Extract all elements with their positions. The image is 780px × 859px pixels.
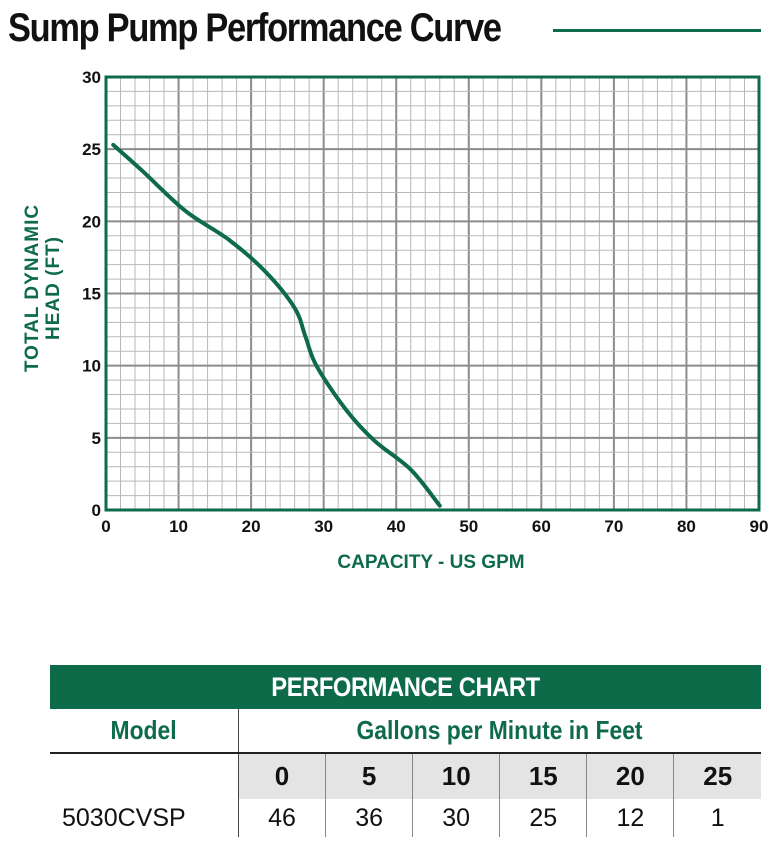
x-tick-label: 10 (169, 517, 188, 536)
title-rule (553, 29, 761, 32)
performance-curve-line (111, 142, 442, 508)
head-value-cell: 20 (586, 753, 675, 799)
gpm-value-cell: 1 (710, 803, 725, 832)
x-tick-label: 20 (242, 517, 261, 536)
x-tick-label: 50 (459, 517, 478, 536)
x-tick-label: 30 (314, 517, 333, 536)
head-value-cell: 25 (673, 753, 761, 799)
chart-grid (105, 76, 760, 511)
y-tick-label: 20 (82, 212, 101, 231)
y-tick-label: 30 (82, 68, 101, 87)
x-tick-label: 80 (677, 517, 696, 536)
model-header: Model (50, 709, 239, 754)
page-title: Sump Pump Performance Curve (8, 6, 502, 50)
y-tick-label: 15 (82, 285, 101, 304)
y-tick-label: 10 (82, 357, 101, 376)
plot-frame (104, 75, 761, 512)
y-tick-label: 5 (92, 429, 101, 448)
table-row: 5030CVSP 46 36 30 25 12 1 (50, 799, 761, 837)
head-value-cell: 15 (499, 753, 588, 799)
gpm-value-cell: 30 (412, 799, 501, 837)
x-tick-label: 90 (750, 517, 769, 536)
head-value-cell: 0 (238, 753, 327, 799)
gpm-header: Gallons per Minute in Feet (238, 709, 761, 754)
curve-layer (111, 142, 442, 508)
x-tick-label: 70 (604, 517, 623, 536)
blank-cell (50, 753, 239, 799)
performance-table: PERFORMANCE CHART Model Gallons per Minu… (50, 665, 761, 837)
head-value-cell: 10 (412, 753, 501, 799)
x-tick-label: 60 (532, 517, 551, 536)
gpm-value-cell: 36 (325, 799, 414, 837)
head-value-cell: 5 (325, 753, 414, 799)
gpm-value-cell: 12 (586, 799, 675, 837)
model-cell: 5030CVSP (50, 799, 239, 837)
x-tick-label: 40 (387, 517, 406, 536)
x-tick-label: 0 (101, 517, 110, 536)
y-tick-label: 25 (82, 140, 101, 159)
y-axis-label-line1: TOTAL DYNAMIC (22, 204, 43, 372)
table-heading: PERFORMANCE CHART (50, 665, 761, 709)
tick-labels: 0 10 20 30 40 50 60 70 80 90 0 5 10 15 20 25 30 (82, 68, 768, 536)
gpm-value-cell: 46 (238, 799, 327, 837)
y-tick-label: 0 (92, 501, 101, 520)
gpm-value-cell: 25 (499, 799, 588, 837)
x-axis-label: CAPACITY - US GPM (337, 552, 524, 573)
y-axis-label-line2: HEAD (FT) (43, 236, 64, 340)
performance-chart: 0 10 20 30 40 50 60 70 80 90 0 5 10 15 20 25 30 CAPACITY… (22, 68, 768, 573)
